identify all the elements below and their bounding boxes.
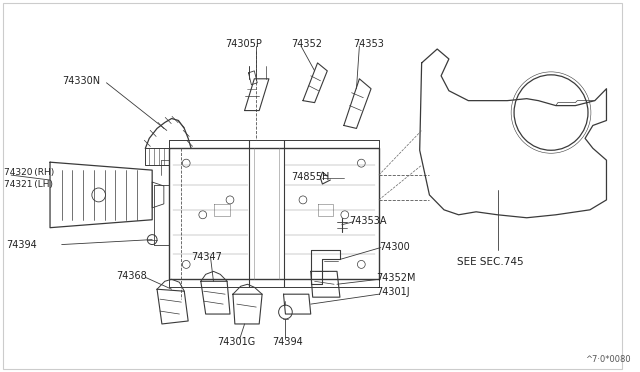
Text: 74321 (LH): 74321 (LH) xyxy=(4,180,53,189)
Text: 74320 (RH): 74320 (RH) xyxy=(4,168,54,177)
Text: ^7·0*0080: ^7·0*0080 xyxy=(585,355,630,364)
Text: 74394: 74394 xyxy=(272,337,303,347)
Text: 74347: 74347 xyxy=(191,251,222,262)
Text: 74300: 74300 xyxy=(379,241,410,251)
Text: 74353: 74353 xyxy=(353,39,385,49)
Text: SEE SEC.745: SEE SEC.745 xyxy=(457,257,524,267)
Text: 74353A: 74353A xyxy=(349,216,387,226)
Text: 74352: 74352 xyxy=(291,39,323,49)
Text: 74301J: 74301J xyxy=(376,287,410,297)
Text: 74368: 74368 xyxy=(116,271,147,281)
Text: 74330N: 74330N xyxy=(61,76,100,86)
Text: 74352M: 74352M xyxy=(376,273,415,283)
Text: 74301G: 74301G xyxy=(218,337,255,347)
Text: 74855H: 74855H xyxy=(291,172,330,182)
Text: 74305P: 74305P xyxy=(225,39,262,49)
Text: 74394: 74394 xyxy=(6,240,37,250)
